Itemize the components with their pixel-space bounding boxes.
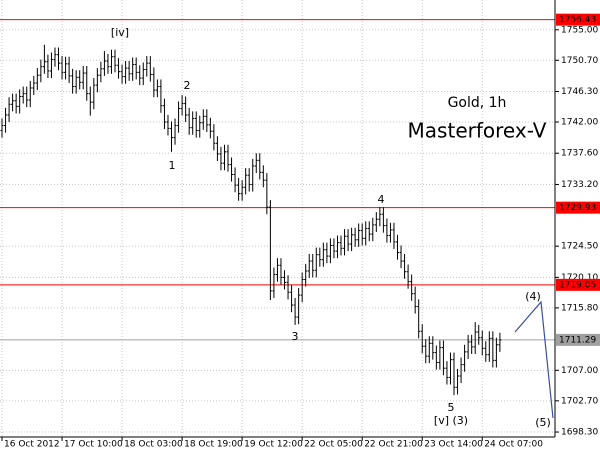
x-tick-label: 22 Oct 21:00 [364, 440, 423, 450]
x-tick-label: 18 Oct 03:00 [124, 440, 183, 450]
y-tick-label: 1720.10 [561, 273, 598, 283]
y-tick-label: 1746.30 [561, 87, 598, 97]
x-tick-label: 19 Oct 12:00 [244, 440, 303, 450]
plot-area [0, 0, 555, 437]
chart-title: Gold, 1h [448, 95, 507, 111]
wave-label: (5) [535, 416, 551, 429]
wave-label: (4) [525, 290, 541, 303]
wave-label: 3 [292, 330, 299, 343]
y-tick-label: 1742.00 [561, 118, 598, 128]
level-label-box [556, 333, 600, 346]
wave-label: 4 [378, 193, 385, 206]
bars [0, 44, 502, 396]
level-label-box [556, 13, 600, 26]
level-label-box [556, 278, 600, 291]
levels [0, 19, 555, 341]
x-tick-label: 23 Oct 14:00 [424, 440, 483, 450]
level-label: 1719.05 [559, 280, 596, 290]
y-tick-label: 1707.00 [561, 366, 598, 376]
y-tick-label: 1755.00 [561, 25, 598, 35]
labels: 1755.00 1750.70 1746.30 1742.00 1737.60 1733.… [1, 13, 600, 450]
level-label: 1729.93 [559, 203, 596, 213]
wave-label: 1 [169, 159, 176, 172]
y-tick-label: 1715.80 [561, 303, 598, 313]
projection-line [514, 300, 554, 419]
y-tick-label: 1733.20 [561, 180, 598, 190]
y-tick-label: 1702.70 [561, 396, 598, 406]
x-tick-label: 18 Oct 19:00 [184, 440, 243, 450]
level-label-box [556, 201, 600, 214]
wave-label: [v] (3) [434, 414, 468, 427]
x-tick-label: 24 Oct 07:00 [484, 440, 543, 450]
x-tick-label: 22 Oct 05:00 [304, 440, 363, 450]
y-tick-label: 1750.70 [561, 56, 598, 66]
x-tick-label: 17 Oct 10:00 [64, 440, 123, 450]
level-label: 1711.29 [559, 335, 596, 345]
y-tick-label: 1737.60 [561, 149, 598, 159]
level-label: 1756.43 [559, 15, 596, 25]
wave-label: [iv] [111, 26, 129, 39]
x-tick-label: 16 Oct 2012 [4, 440, 60, 450]
chart-subtitle: Masterforex-V [408, 119, 547, 143]
wave-label: 2 [184, 79, 191, 92]
wave-label: 5 [448, 401, 455, 414]
y-tick-label: 1724.50 [561, 242, 598, 252]
y-tick-label: 1698.30 [561, 428, 598, 438]
